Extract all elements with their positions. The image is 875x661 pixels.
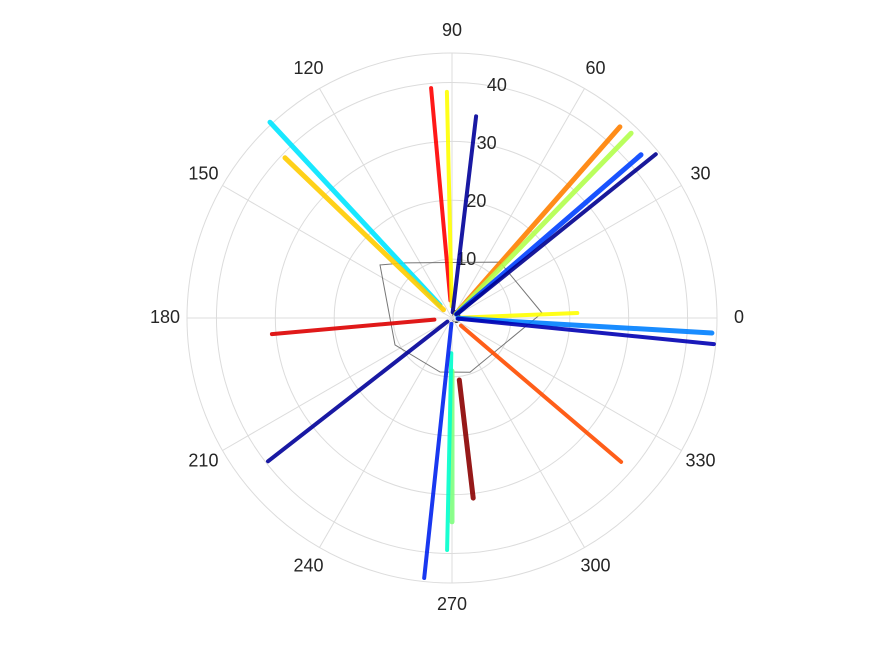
- theta-tick-label: 150: [188, 163, 218, 183]
- theta-grid-line: [319, 88, 453, 319]
- theta-tick-label: 300: [580, 555, 610, 575]
- series-line: [453, 130, 634, 317]
- series-line: [455, 315, 715, 336]
- theta-tick-label: 240: [293, 555, 323, 575]
- series-line: [429, 86, 453, 303]
- series-line: [459, 323, 624, 464]
- theta-grid-line: [451, 185, 682, 319]
- series-line: [456, 377, 476, 501]
- theta-grid-line: [451, 317, 682, 451]
- theta-tick-label: 90: [442, 20, 462, 40]
- theta-tick-label: 180: [150, 307, 180, 327]
- theta-tick-label: 0: [734, 307, 744, 327]
- series-line: [444, 89, 454, 309]
- theta-grid-line: [451, 317, 585, 548]
- series-line: [282, 155, 446, 313]
- theta-tick-label: 60: [585, 58, 605, 78]
- series-line: [455, 316, 716, 347]
- theta-tick-label: 330: [686, 450, 716, 470]
- theta-tick-label: 120: [293, 58, 323, 78]
- theta-tick-label: 270: [437, 594, 467, 614]
- theta-grid-line: [319, 317, 453, 548]
- series-line: [266, 319, 450, 464]
- theta-grid-line: [222, 317, 453, 451]
- r-tick-label: 20: [466, 191, 486, 211]
- series-line: [422, 321, 454, 580]
- series-line: [445, 351, 454, 552]
- series-line: [454, 152, 658, 317]
- theta-grid-line: [451, 88, 585, 319]
- series-line: [269, 317, 437, 337]
- theta-tick-label: 30: [691, 163, 711, 183]
- series-line: [450, 114, 479, 315]
- r-tick-label: 40: [487, 75, 507, 95]
- theta-tick-label: 210: [188, 450, 218, 470]
- theta-grid-line: [222, 185, 453, 319]
- series-line: [267, 119, 443, 308]
- r-tick-label: 30: [477, 133, 497, 153]
